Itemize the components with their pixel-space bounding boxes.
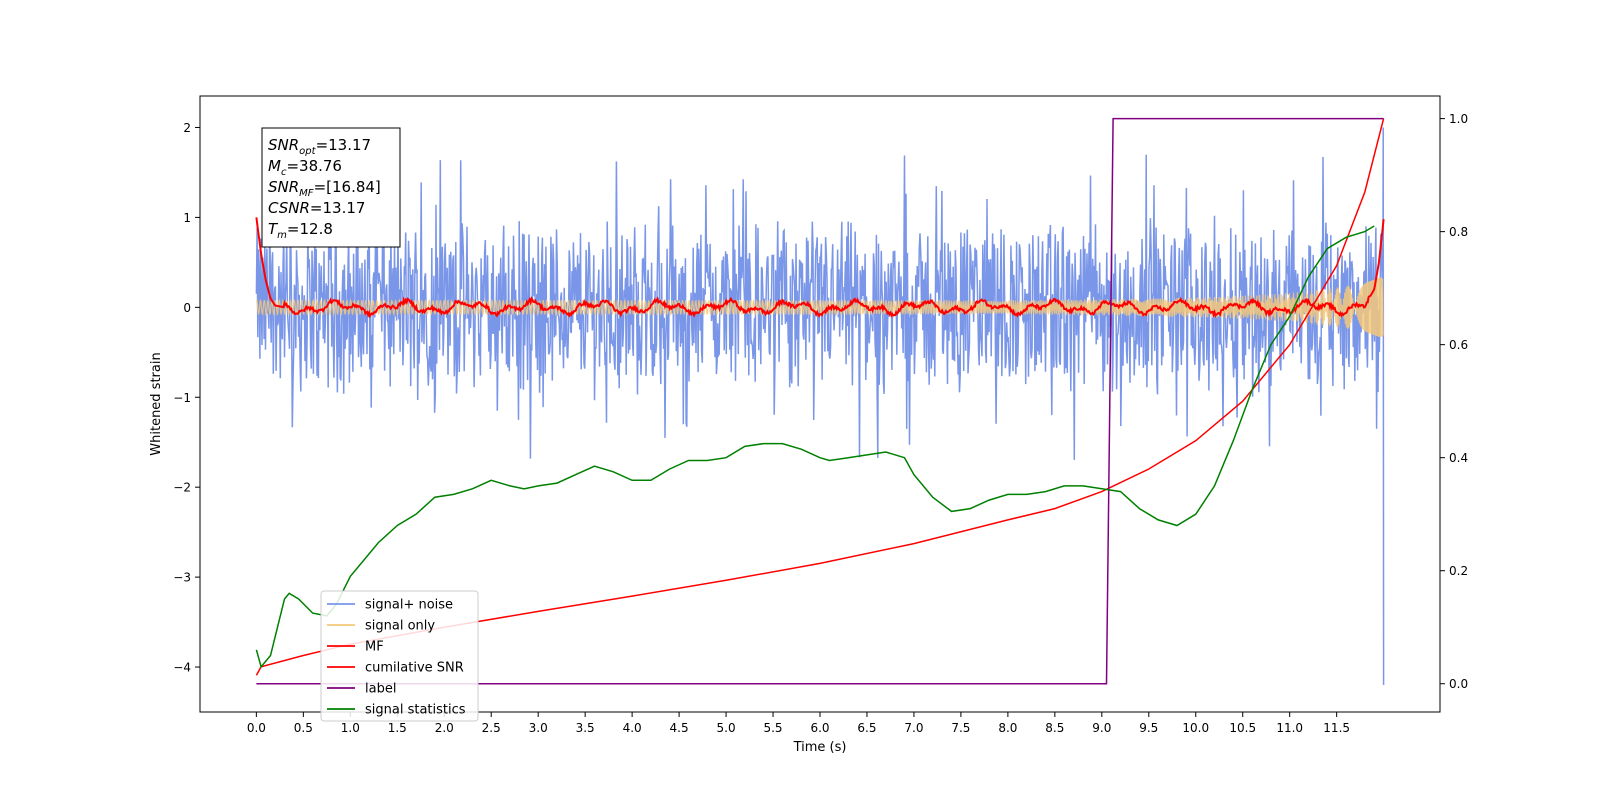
x-tick-label: 6.5 [857, 721, 876, 735]
annotation-line: Mc=38.76 [268, 157, 342, 178]
annotation-line: CSNR=13.17 [268, 199, 365, 217]
x-tick-label: 9.5 [1139, 721, 1158, 735]
annotation-subscript: m [277, 230, 287, 241]
x-tick-label: 2.0 [435, 721, 454, 735]
annotation-symbol: M [268, 157, 281, 175]
left-y-tick-label: 2 [183, 121, 191, 135]
x-tick-label: 0.0 [247, 721, 266, 735]
x-tick-label: 5.5 [763, 721, 782, 735]
x-tick-label: 4.5 [670, 721, 689, 735]
x-tick-label: 0.5 [294, 721, 313, 735]
x-tick-label: 1.5 [388, 721, 407, 735]
x-tick-label: 5.0 [717, 721, 736, 735]
series-label [256, 117, 1384, 685]
right-y-tick-label: 1.0 [1449, 112, 1468, 126]
right-y-tick-label: 0.8 [1449, 225, 1468, 239]
annotation-subscript: c [281, 167, 287, 178]
series-signal-only [255, 277, 1384, 338]
right-y-tick-label: 0.0 [1449, 677, 1468, 691]
left-y-tick-label: −1 [173, 391, 191, 405]
x-tick-label: 8.5 [1045, 721, 1064, 735]
annotation-box-frame [261, 127, 401, 248]
right-y-tick-label: 0.6 [1449, 338, 1468, 352]
annotation-line: SNRopt=13.17 [268, 136, 371, 157]
series-mf [255, 217, 1385, 319]
annotation-value: =38.76 [286, 157, 342, 175]
series-signal-plus-noise [255, 127, 1385, 686]
x-axis-ticks: 0.0 0.5 1.0 1.5 2.0 2.5 3.0 3.5 4.0 4.5 5.0 5.5 6.0 6… [247, 712, 1350, 735]
x-tick-label: 7.0 [904, 721, 923, 735]
legend-label: label [365, 682, 396, 697]
left-y-tick-label: 1 [183, 211, 191, 225]
legend-label: cumilative SNR [365, 661, 464, 676]
right-y-axis-ticks: 1.0 0.8 0.6 0.4 0.2 0.0 [1440, 112, 1468, 691]
x-tick-label: 10.5 [1229, 721, 1256, 735]
annotation-subscript: opt [299, 146, 316, 157]
metrics-annotation: SNRopt=13.17Mc=38.76SNRMF=[16.84]CSNR=13… [261, 127, 401, 248]
left-y-tick-label: −4 [173, 661, 191, 675]
legend-frame [320, 590, 479, 722]
annotation-symbol: T [268, 220, 279, 238]
x-tick-label: 3.0 [529, 721, 548, 735]
series-signal-statistics [255, 225, 1375, 669]
annotation-value: =12.8 [287, 220, 333, 238]
x-tick-label: 1.0 [341, 721, 360, 735]
x-tick-label: 11.0 [1276, 721, 1303, 735]
x-tick-label: 10.0 [1182, 721, 1209, 735]
annotation-value: =13.17 [310, 199, 366, 217]
annotation-line: SNRMF=[16.84] [268, 178, 381, 199]
legend-label: signal+ noise [365, 598, 453, 613]
x-tick-label: 3.5 [576, 721, 595, 735]
x-tick-label: 6.0 [810, 721, 829, 735]
left-y-tick-label: 0 [183, 301, 191, 315]
annotation-value: =13.17 [316, 136, 372, 154]
annotation-symbol: SNR [268, 136, 299, 154]
annotation-line: Tm=12.8 [268, 220, 333, 241]
x-tick-label: 2.5 [482, 721, 501, 735]
annotation-symbol: CSNR [268, 199, 310, 217]
right-y-tick-label: 0.2 [1449, 564, 1468, 578]
y-axis-label: Whitened strain [149, 352, 164, 455]
x-tick-label: 4.0 [623, 721, 642, 735]
x-tick-label: 11.5 [1323, 721, 1350, 735]
x-axis-label: Time (s) [793, 740, 847, 755]
annotation-subscript: MF [299, 188, 314, 199]
x-tick-label: 9.0 [1092, 721, 1111, 735]
legend: signal+ noise signal only MF cumilative SNR… [320, 590, 479, 722]
left-y-tick-label: −3 [173, 571, 191, 585]
annotation-value: =[16.84] [314, 178, 381, 196]
x-tick-label: 7.5 [951, 721, 970, 735]
legend-label: signal only [365, 619, 435, 634]
annotation-symbol: SNR [268, 178, 299, 196]
left-y-tick-label: −2 [173, 481, 191, 495]
legend-label: MF [365, 640, 384, 655]
right-y-tick-label: 0.4 [1449, 451, 1468, 465]
x-tick-label: 8.0 [998, 721, 1017, 735]
legend-label: signal statistics [365, 703, 466, 718]
left-y-axis-ticks: 2 1 0 −1 −2 −3 −4 [173, 121, 200, 675]
